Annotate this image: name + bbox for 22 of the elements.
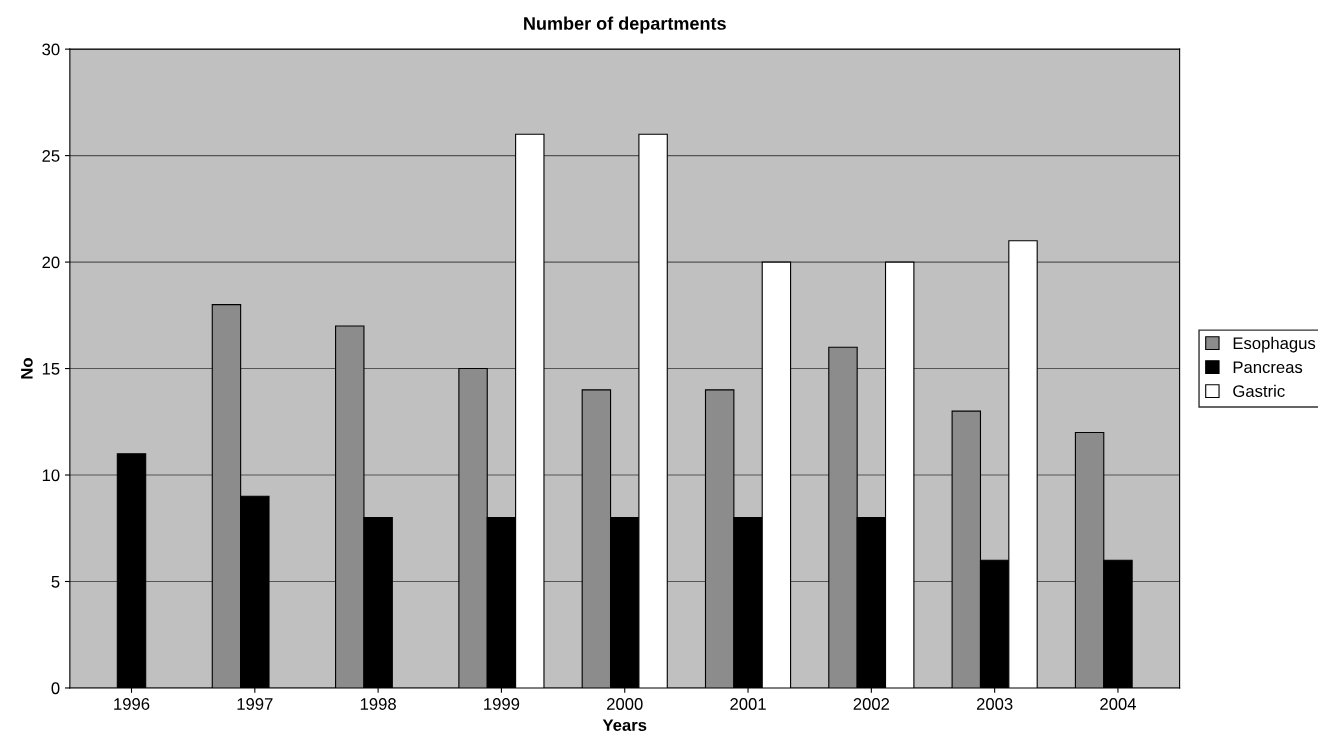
x-tick-label: 2000 — [607, 698, 643, 710]
x-tick-label: 1996 — [114, 698, 150, 710]
y-tick-label: 10 — [42, 469, 60, 482]
x-axis-title: Years — [602, 719, 647, 732]
x-tick-label: 1998 — [360, 698, 396, 710]
y-tick-label: 5 — [51, 576, 60, 588]
y-tick-label: 30 — [42, 43, 60, 56]
y-tick-label: 25 — [42, 150, 60, 162]
y-tick-label: 15 — [42, 363, 60, 375]
x-tick-label: 2003 — [976, 698, 1013, 710]
x-tick-label: 2002 — [853, 698, 890, 710]
y-tick-label: 20 — [42, 256, 60, 269]
y-tick-label: 0 — [51, 682, 60, 695]
y-axis-title: No — [21, 358, 33, 379]
legend-label: Gastric — [1233, 384, 1285, 398]
x-tick-label: 2001 — [730, 698, 766, 710]
chart-title: Number of departments — [524, 16, 726, 34]
x-tick-label: 1997 — [237, 698, 273, 710]
x-tick-label: 1999 — [484, 698, 520, 710]
x-tick-label: 2004 — [1100, 698, 1137, 710]
legend-label: Esophagus — [1233, 336, 1316, 353]
legend-label: Pancreas — [1233, 361, 1303, 374]
